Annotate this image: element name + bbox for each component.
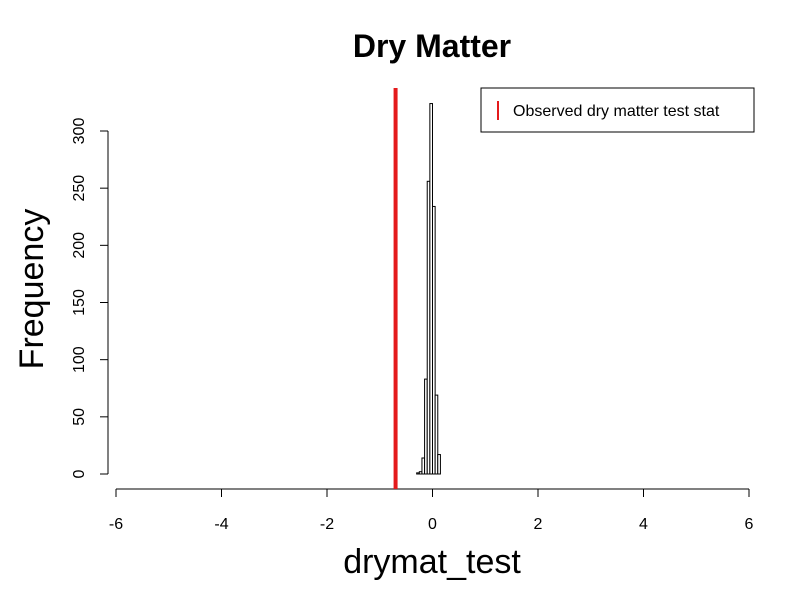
- y-tick-label: 0: [71, 469, 88, 478]
- chart-title: Dry Matter: [353, 28, 511, 64]
- y-tick-label: 150: [71, 289, 88, 316]
- y-tick-label: 100: [71, 346, 88, 373]
- legend-label: Observed dry matter test stat: [513, 103, 720, 120]
- legend-box: [480, 87, 755, 133]
- x-tick-label: 0: [428, 516, 437, 533]
- y-tick-label: 250: [71, 175, 88, 202]
- x-tick-label: 2: [534, 516, 543, 533]
- x-tick-label: -2: [320, 516, 334, 533]
- y-tick-label: 50: [71, 408, 88, 426]
- x-axis: -6 -4 -2 0 2 4 6: [109, 488, 754, 533]
- histogram-bar: [432, 205, 436, 475]
- x-tick-label: 6: [745, 516, 754, 533]
- x-tick-label: -4: [214, 516, 228, 533]
- x-axis-label: drymat_test: [343, 543, 521, 581]
- y-tick-label: 300: [71, 118, 88, 145]
- y-axis-label: Frequency: [13, 209, 51, 370]
- legend: Observed dry matter test stat: [480, 87, 755, 133]
- histogram-bars: [416, 103, 441, 475]
- y-tick-label: 200: [71, 232, 88, 259]
- histogram-bar: [437, 454, 441, 475]
- x-tick-label: -6: [109, 516, 123, 533]
- y-axis: 0 50 100 150 200 250 300: [71, 118, 109, 478]
- histogram-bar: [434, 394, 439, 475]
- x-tick-label: 4: [639, 516, 648, 533]
